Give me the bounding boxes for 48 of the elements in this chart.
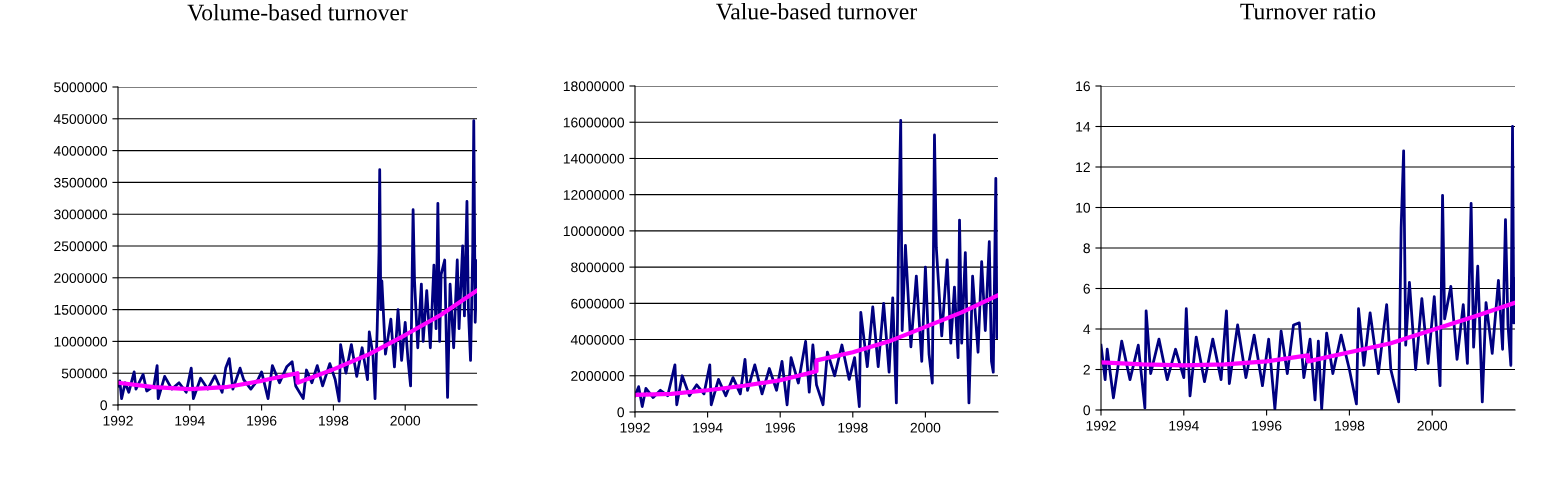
chart-title: Value-based turnover — [716, 2, 917, 20]
y-tick-label: 12000000 — [563, 190, 625, 200]
y-tick-label: 8 — [1083, 243, 1090, 254]
y-tick-label: 16000000 — [563, 117, 625, 128]
y-tick-label: 0 — [1083, 405, 1091, 416]
x-tick-label: 2000 — [1417, 420, 1448, 431]
y-tick-label: 0 — [617, 407, 625, 418]
y-tick-label: 6 — [1083, 283, 1090, 294]
y-tick-label: 2000000 — [571, 371, 625, 381]
y-tick-label: 14000000 — [563, 153, 625, 164]
x-tick-label: 1998 — [1335, 420, 1365, 431]
y-tick-label: 4 — [1083, 324, 1091, 335]
x-tick-label: 2000 — [910, 422, 941, 433]
x-tick-label: 1996 — [765, 422, 796, 433]
x-tick-label: 1992 — [1086, 420, 1116, 431]
x-tick-label: 1994 — [693, 422, 723, 433]
y-tick-label: 4000000 — [53, 145, 108, 156]
y-tick-label: 12 — [1076, 162, 1090, 173]
x-tick-label: 1998 — [319, 415, 349, 426]
y-tick-label: 0 — [100, 400, 108, 411]
x-tick-label: 1994 — [1169, 420, 1199, 431]
x-tick-label: 1996 — [247, 415, 277, 426]
y-tick-label: 2000000 — [54, 273, 108, 283]
y-tick-label: 18000000 — [563, 81, 625, 92]
y-tick-label: 1000000 — [54, 336, 108, 347]
y-tick-label: 2 — [1083, 364, 1090, 375]
chart-title: Turnover ratio — [1240, 3, 1376, 20]
y-tick-label: 3500000 — [54, 177, 108, 188]
y-tick-label: 1500000 — [54, 304, 108, 315]
y-tick-label: 3000000 — [54, 209, 108, 220]
y-tick-label: 10 — [1076, 202, 1091, 213]
y-tick-label: 6000000 — [571, 298, 625, 309]
x-tick-label: 1992 — [620, 422, 650, 433]
chart-title: Volume-based turnover — [187, 3, 408, 21]
y-tick-label: 500000 — [61, 368, 108, 379]
x-tick-label: 1994 — [175, 415, 205, 426]
x-tick-label: 1998 — [838, 422, 868, 433]
y-tick-label: 4000000 — [570, 334, 625, 345]
y-tick-label: 5000000 — [54, 82, 108, 93]
y-tick-label: 10000000 — [563, 226, 625, 237]
y-tick-label: 16 — [1076, 81, 1090, 92]
y-tick-label: 14 — [1076, 121, 1091, 132]
y-tick-label: 8000000 — [571, 262, 625, 273]
x-tick-label: 1996 — [1252, 420, 1282, 431]
x-tick-label: 2000 — [390, 415, 421, 426]
y-tick-label: 2500000 — [54, 241, 108, 252]
y-tick-label: 4500000 — [53, 114, 108, 124]
x-tick-label: 1992 — [103, 415, 133, 426]
